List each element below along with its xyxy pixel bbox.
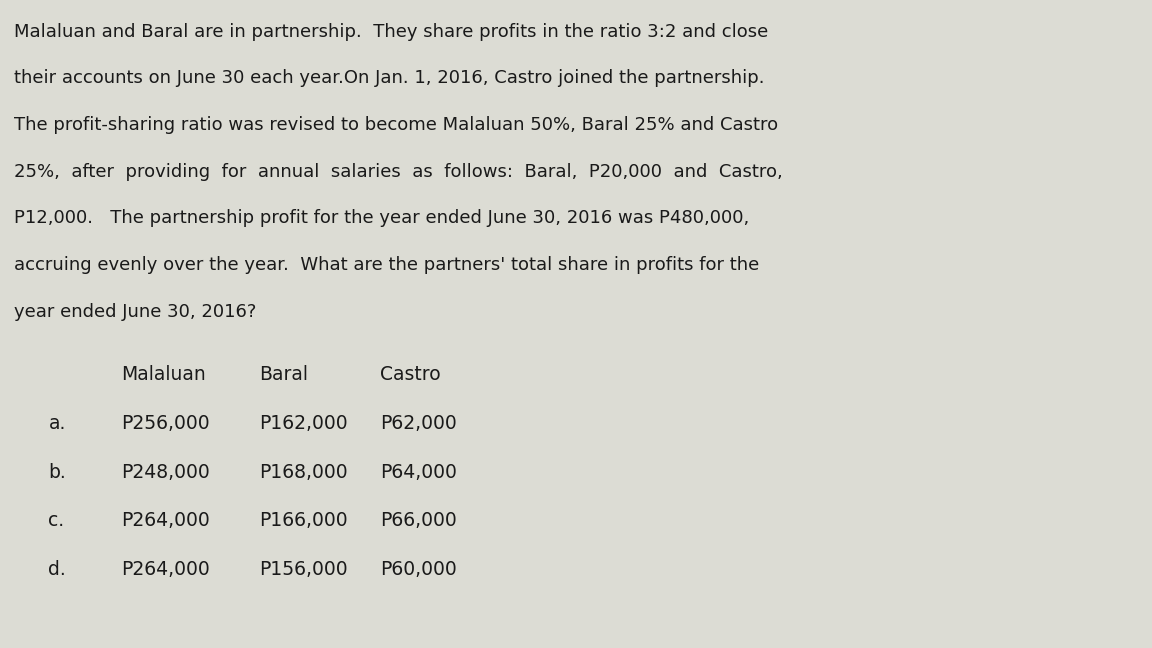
Text: P162,000: P162,000 xyxy=(259,414,348,433)
Text: P60,000: P60,000 xyxy=(380,560,457,579)
Text: P264,000: P264,000 xyxy=(121,511,210,530)
Text: P156,000: P156,000 xyxy=(259,560,348,579)
Text: P12,000.   The partnership profit for the year ended June 30, 2016 was P480,000,: P12,000. The partnership profit for the … xyxy=(14,209,749,227)
Text: Malaluan and Baral are in partnership.  They share profits in the ratio 3:2 and : Malaluan and Baral are in partnership. T… xyxy=(14,23,768,41)
Text: P168,000: P168,000 xyxy=(259,463,348,481)
Text: Castro: Castro xyxy=(380,365,441,384)
Text: P166,000: P166,000 xyxy=(259,511,348,530)
Text: Malaluan: Malaluan xyxy=(121,365,206,384)
Text: P66,000: P66,000 xyxy=(380,511,457,530)
Text: their accounts on June 30 each year.On Jan. 1, 2016, Castro joined the partnersh: their accounts on June 30 each year.On J… xyxy=(14,69,764,87)
Text: year ended June 30, 2016?: year ended June 30, 2016? xyxy=(14,303,256,321)
Text: Baral: Baral xyxy=(259,365,309,384)
Text: c.: c. xyxy=(48,511,65,530)
Text: P264,000: P264,000 xyxy=(121,560,210,579)
Text: P248,000: P248,000 xyxy=(121,463,210,481)
Text: The profit-sharing ratio was revised to become Malaluan 50%, Baral 25% and Castr: The profit-sharing ratio was revised to … xyxy=(14,116,778,134)
Text: P62,000: P62,000 xyxy=(380,414,457,433)
Text: 25%,  after  providing  for  annual  salaries  as  follows:  Baral,  P20,000  an: 25%, after providing for annual salaries… xyxy=(14,163,782,181)
Text: b.: b. xyxy=(48,463,66,481)
Text: d.: d. xyxy=(48,560,66,579)
Text: P256,000: P256,000 xyxy=(121,414,210,433)
Text: a.: a. xyxy=(48,414,66,433)
Text: accruing evenly over the year.  What are the partners' total share in profits fo: accruing evenly over the year. What are … xyxy=(14,256,759,274)
Text: P64,000: P64,000 xyxy=(380,463,457,481)
